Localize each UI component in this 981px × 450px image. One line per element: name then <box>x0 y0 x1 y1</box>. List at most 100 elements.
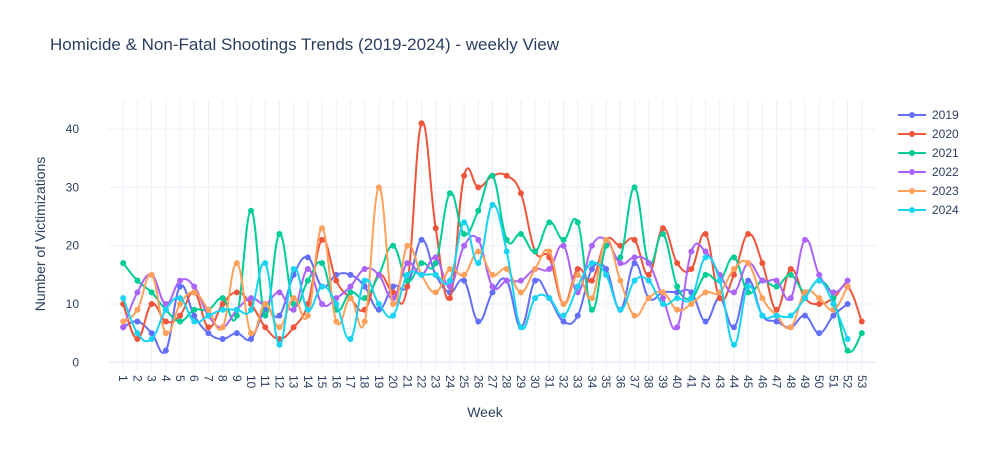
data-point-2023 <box>290 295 297 302</box>
data-point-2021 <box>631 184 638 191</box>
data-point-2023 <box>489 271 496 278</box>
legend: 2019 2020 2021 2022 2023 2024 <box>898 108 959 217</box>
data-point-2019 <box>745 277 752 284</box>
data-point-2020 <box>517 190 524 197</box>
data-point-2024 <box>134 330 141 337</box>
data-point-2024 <box>702 254 709 261</box>
data-point-2021 <box>517 231 524 238</box>
data-point-2019 <box>631 260 638 267</box>
legend-swatch-marker <box>909 112 915 118</box>
data-point-2024 <box>517 324 524 331</box>
data-point-2020 <box>574 266 581 273</box>
x-tick-label: 48 <box>784 375 798 389</box>
data-point-2019 <box>191 312 198 319</box>
data-point-2019 <box>844 300 851 307</box>
legend-swatch-marker <box>909 207 915 213</box>
data-point-2024 <box>560 312 567 319</box>
data-point-2024 <box>588 260 595 267</box>
x-tick-label: 35 <box>599 375 613 389</box>
data-point-2023 <box>816 295 823 302</box>
data-point-2024 <box>688 295 695 302</box>
series-line-2024 <box>122 203 849 346</box>
x-tick-label: 11 <box>258 375 272 388</box>
data-point-2022 <box>134 289 141 296</box>
y-axis-title: Number of Victimizations <box>32 157 48 312</box>
x-tick-label: 28 <box>500 375 514 389</box>
data-point-2023 <box>248 330 255 337</box>
data-point-2019 <box>801 312 808 319</box>
data-point-2022 <box>475 236 482 243</box>
data-point-2022 <box>432 254 439 261</box>
x-tick-label: 42 <box>699 375 713 389</box>
data-point-2024 <box>446 277 453 284</box>
data-point-2024 <box>347 335 354 342</box>
data-point-2020 <box>319 236 326 243</box>
x-tick-label: 49 <box>798 375 812 389</box>
data-point-2024 <box>361 277 368 284</box>
legend-label: 2019 <box>932 108 959 122</box>
data-point-2022 <box>730 289 737 296</box>
data-point-2024 <box>489 201 496 208</box>
data-point-2024 <box>375 300 382 307</box>
x-tick-label: 50 <box>812 375 826 389</box>
y-axis-ticks: 0 10 20 30 40 <box>66 122 80 369</box>
data-point-2020 <box>219 300 226 307</box>
data-point-2020 <box>730 271 737 278</box>
data-point-2024 <box>716 277 723 284</box>
data-point-2024 <box>844 335 851 342</box>
data-point-2022 <box>645 260 652 267</box>
data-point-2021 <box>191 306 198 313</box>
data-point-2021 <box>532 248 539 255</box>
x-tick-label: 45 <box>741 375 755 389</box>
data-point-2023 <box>617 277 624 284</box>
data-point-2021 <box>674 283 681 290</box>
data-point-2021 <box>233 312 240 319</box>
data-point-2020 <box>674 260 681 267</box>
data-point-2020 <box>858 318 865 325</box>
data-point-2023 <box>560 300 567 307</box>
data-point-2024 <box>262 260 269 267</box>
x-tick-label: 25 <box>457 375 471 389</box>
data-point-2020 <box>787 266 794 273</box>
data-point-2022 <box>588 242 595 249</box>
legend-item-2022: 2022 <box>898 165 959 179</box>
x-tick-label: 26 <box>471 375 485 389</box>
data-point-2019 <box>730 324 737 331</box>
data-point-2023 <box>517 289 524 296</box>
data-point-2019 <box>162 347 169 354</box>
data-point-2023 <box>262 300 269 307</box>
data-point-2021 <box>858 330 865 337</box>
data-point-2019 <box>702 318 709 325</box>
x-tick-label: 15 <box>315 375 329 389</box>
data-point-2021 <box>546 219 553 226</box>
data-point-2023 <box>304 312 311 319</box>
data-point-2019 <box>375 306 382 313</box>
data-point-2019 <box>418 236 425 243</box>
data-point-2023 <box>276 324 283 331</box>
data-point-2023 <box>148 271 155 278</box>
y-tick-label: 30 <box>66 180 80 194</box>
data-point-2021 <box>432 260 439 267</box>
data-point-2019 <box>134 318 141 325</box>
x-tick-label: 12 <box>272 375 286 389</box>
data-point-2023 <box>361 318 368 325</box>
data-point-2023 <box>546 248 553 255</box>
series-2020 <box>120 120 865 342</box>
data-point-2020 <box>816 300 823 307</box>
data-point-2021 <box>560 236 567 243</box>
legend-item-2020: 2020 <box>898 127 959 141</box>
data-point-2022 <box>560 242 567 249</box>
data-point-2020 <box>659 225 666 232</box>
data-point-2024 <box>475 260 482 267</box>
data-point-2022 <box>290 306 297 313</box>
y-tick-label: 10 <box>66 297 80 311</box>
x-tick-label: 6 <box>187 375 201 382</box>
data-point-2022 <box>177 277 184 284</box>
data-point-2021 <box>702 271 709 278</box>
data-point-2024 <box>730 341 737 348</box>
data-point-2021 <box>177 318 184 325</box>
legend-item-2021: 2021 <box>898 146 959 160</box>
data-point-2019 <box>347 271 354 278</box>
